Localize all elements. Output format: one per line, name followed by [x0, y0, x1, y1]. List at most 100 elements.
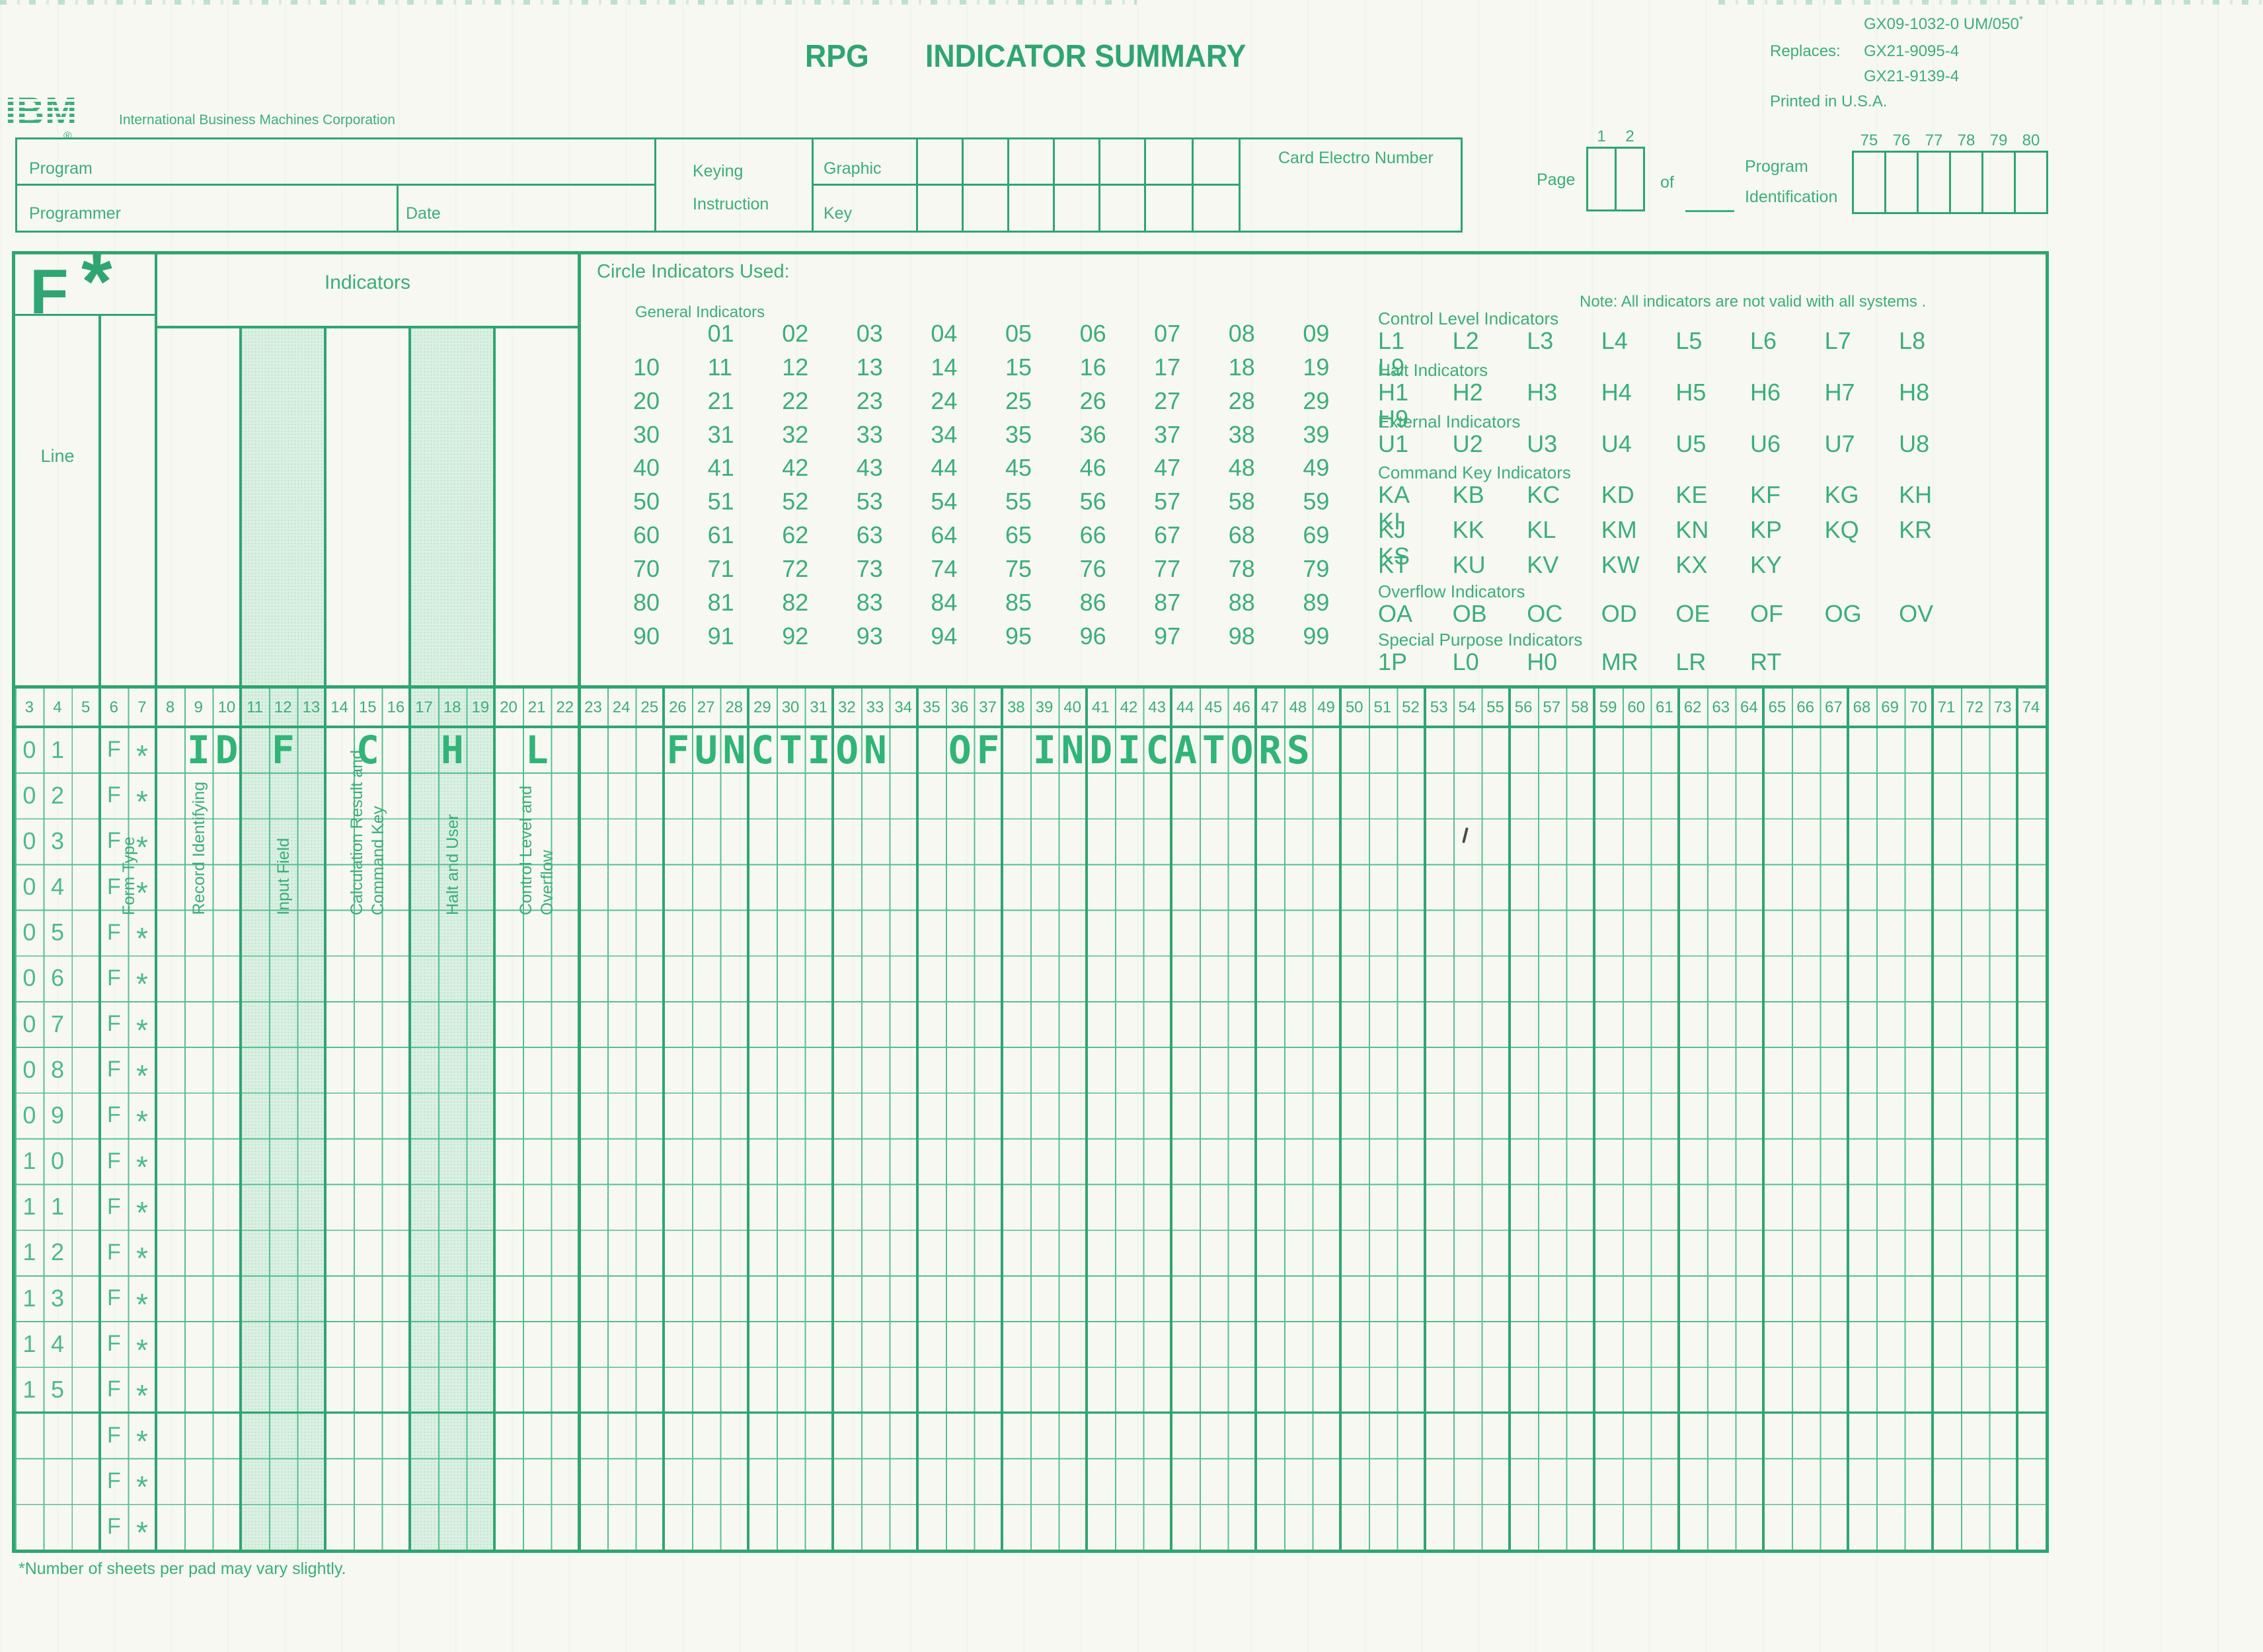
general-indicator: 81 — [707, 588, 734, 616]
column-number: 80 — [2022, 131, 2040, 149]
indicator-code: L7 — [1824, 327, 1851, 354]
comment-asterisk: * — [136, 1195, 148, 1230]
general-indicator: 66 — [1079, 521, 1106, 549]
comment-asterisk: * — [136, 1332, 148, 1367]
ibm-logo: IBM ® — [5, 93, 118, 143]
comment-asterisk: * — [136, 1378, 148, 1413]
column-number: 69 — [1881, 698, 1899, 716]
indicator-code: U2 — [1452, 430, 1483, 457]
indicator-code: U4 — [1601, 430, 1632, 457]
general-indicator: 04 — [931, 320, 958, 347]
replaces-number-2: GX21-9139-4 — [1864, 67, 1960, 85]
form-type-f: F — [106, 782, 121, 808]
general-indicator: 41 — [707, 454, 734, 482]
general-indicator: 91 — [707, 622, 734, 650]
keying-instruction-label-line1: Keying — [693, 162, 744, 180]
line-number-digit: 5 — [50, 919, 64, 946]
column-number: 63 — [1712, 698, 1730, 716]
form-type-f: F — [106, 1193, 121, 1219]
line-number-digit: 1 — [50, 1193, 64, 1220]
column-number: 15 — [358, 698, 377, 716]
general-indicator: 78 — [1228, 554, 1255, 582]
indicator-code: KY — [1749, 551, 1782, 578]
line-number-digit: 1 — [22, 1238, 36, 1266]
general-indicator: 57 — [1154, 488, 1181, 515]
special-purpose-indicators-section: Special Purpose Indicators 1P L0 H0 MR LR RT — [1378, 630, 2046, 684]
general-indicator: 53 — [856, 488, 883, 515]
column-number: 40 — [1063, 698, 1081, 716]
general-indicator: 11 — [707, 353, 732, 381]
general-indicator: 96 — [1079, 622, 1106, 650]
line-number-digit: 2 — [50, 1238, 64, 1266]
general-indicator: 24 — [931, 387, 958, 414]
general-indicator: 30 — [633, 420, 660, 448]
of-underline — [1685, 210, 1734, 212]
program-identification-label-line2: Identification — [1745, 188, 1838, 206]
general-indicator: 82 — [782, 588, 809, 616]
stamped-character: F — [976, 727, 1000, 772]
indicator-code: H2 — [1452, 379, 1483, 406]
indicator-code: KI — [1378, 507, 1401, 535]
column-number: 43 — [1148, 698, 1166, 716]
general-indicator: 72 — [782, 554, 809, 582]
indicator-code: OG — [1824, 600, 1862, 627]
column-number: 12 — [274, 698, 292, 716]
scan-artifact-top-left — [0, 0, 1137, 5]
indicator-code: U3 — [1527, 430, 1558, 457]
indicator-code: OB — [1452, 600, 1487, 627]
indicator-code: U7 — [1824, 430, 1855, 457]
form-type-f: F — [106, 737, 121, 763]
systems-note: Note: All indicators are not valid with … — [1580, 293, 1927, 311]
stamped-character: N — [1061, 727, 1085, 772]
indicator-code: L6 — [1749, 327, 1777, 354]
column-number: 24 — [612, 698, 631, 716]
general-indicator: 31 — [707, 420, 734, 448]
line-number-digit: 0 — [50, 1147, 64, 1175]
pad-footnote: *Number of sheets per pad may vary sligh… — [19, 1559, 346, 1578]
indicator-code: RT — [1749, 648, 1782, 675]
indicator-code: KK — [1452, 516, 1484, 543]
general-indicator: 52 — [782, 488, 809, 515]
line-number-digit: 0 — [22, 1010, 36, 1037]
line-number-digit: 8 — [50, 1055, 64, 1083]
general-indicator: 33 — [856, 420, 883, 448]
column-number: 66 — [1796, 698, 1815, 716]
indicator-code: U1 — [1378, 430, 1409, 457]
line-number-digit: 3 — [50, 1284, 64, 1312]
general-indicator: 03 — [856, 320, 883, 347]
line-number-digit: 1 — [22, 1284, 36, 1312]
column-number: 59 — [1599, 698, 1617, 716]
comment-asterisk: * — [136, 876, 148, 911]
stamped-character: I — [186, 727, 210, 772]
indicator-code: KH — [1899, 481, 1933, 508]
column-number: 9 — [194, 698, 203, 716]
stamped-character: F — [271, 727, 295, 772]
program-identification-cell: 79 — [1981, 131, 2016, 214]
general-indicator: 26 — [1079, 387, 1106, 414]
column-number: 64 — [1740, 698, 1758, 716]
general-indicator: 51 — [707, 488, 734, 515]
column-number: 32 — [838, 698, 856, 716]
column-number: 18 — [443, 698, 461, 716]
general-indicator: 07 — [1154, 320, 1181, 347]
doc-number-asterisk: * — [2018, 15, 2024, 26]
control-level-indicators-section: Control Level Indicators L1 L2 L3 L4 L5 L6 L7 L… — [1378, 309, 2046, 381]
command-key-indicators-section: Command Key Indicators KA KB KC KD KE KF KG KH K… — [1378, 463, 2046, 587]
stamped-character: S — [1286, 727, 1310, 772]
indicator-code: H3 — [1527, 379, 1558, 406]
indicator-code: KC — [1527, 481, 1560, 508]
card-electro-label: Card Electro Number — [1278, 149, 1434, 167]
general-indicator: 83 — [856, 588, 883, 616]
indicator-code: H0 — [1527, 648, 1558, 675]
indicator-code: 1P — [1378, 648, 1408, 675]
form-type-f: F — [106, 1422, 121, 1448]
general-indicator: 99 — [1303, 622, 1330, 650]
program-identification-cells: 75 76 77 78 79 80 — [1852, 131, 2048, 214]
column-number: 39 — [1035, 698, 1054, 716]
general-indicator: 93 — [856, 622, 883, 650]
column-number: 7 — [137, 698, 147, 716]
column-number: 78 — [1957, 131, 1975, 149]
general-indicator: 92 — [782, 622, 809, 650]
of-label: of — [1660, 173, 1674, 192]
general-indicator: 25 — [1005, 387, 1032, 414]
